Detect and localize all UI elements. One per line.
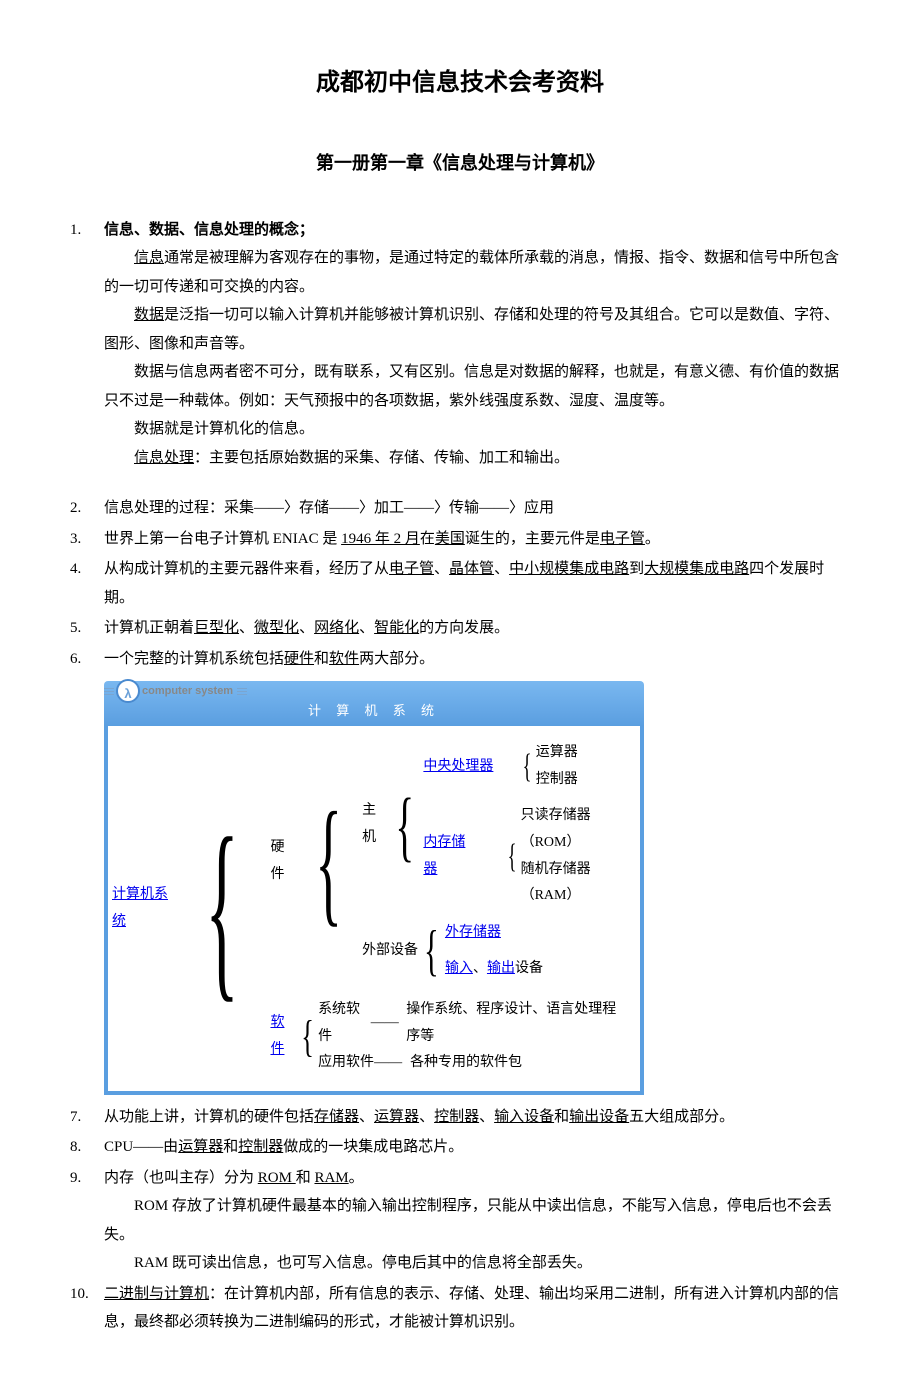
item-text: CPU——由运算器和控制器做成的一块集成电路芯片。 [104, 1133, 850, 1162]
node-hardware: 硬件 [270, 835, 294, 888]
node-cpu: 中央处理器 [423, 754, 493, 781]
paragraph: 数据是泛指一切可以输入计算机并能够被计算机识别、存储和处理的符号及其组合。它可以… [104, 301, 850, 358]
chapter-title: 第一册第一章《信息处理与计算机》 [70, 146, 850, 180]
node-software: 软件 [270, 1010, 296, 1063]
item-5: 5. 计算机正朝着巨型化、微型化、网络化、智能化的方向发展。 [70, 614, 850, 643]
item-text: 信息处理的过程：采集——〉存储——〉加工——〉传输——〉应用 [104, 494, 850, 523]
node-external: 外部设备 [362, 938, 418, 965]
item-6: 6. 一个完整的计算机系统包括硬件和软件两大部分。 [70, 645, 850, 674]
node-app-software: 应用软件 [318, 1050, 374, 1077]
item-text: 计算机正朝着巨型化、微型化、网络化、智能化的方向发展。 [104, 614, 850, 643]
paragraph: 信息处理：主要包括原始数据的采集、存储、传输、加工和输出。 [104, 444, 850, 473]
paragraph: 数据就是计算机化的信息。 [104, 415, 850, 444]
paragraph: 信息通常是被理解为客观存在的事物，是通过特定的载体所承载的消息，情报、指令、数据… [104, 244, 850, 301]
computer-system-diagram: λ computer system 计 算 机 系 统 计算机系统 { 硬件 {… [104, 681, 644, 1095]
node-output: 输出 [487, 956, 515, 983]
node-root: 计算机系统 [112, 882, 174, 935]
diagram-header-text: 计 算 机 系 统 [308, 699, 440, 724]
item-1: 1. 信息、数据、信息处理的概念； 信息通常是被理解为客观存在的事物，是通过特定… [70, 216, 850, 473]
item-number: 8. [70, 1133, 104, 1162]
node-alu: 运算器 [536, 740, 578, 767]
node-rom: 只读存储器（ROM） [521, 803, 630, 856]
item-number: 4. [70, 555, 104, 612]
item-10: 10. 二进制与计算机：在计算机内部，所有信息的表示、存储、处理、输出均采用二进… [70, 1280, 850, 1337]
item-number: 10. [70, 1280, 104, 1337]
paragraph: ROM 存放了计算机硬件最基本的输入输出控制程序，只能从中读出信息，不能写入信息… [104, 1192, 850, 1249]
node-ram: 随机存储器（RAM） [521, 857, 630, 910]
node-host: 主机 [362, 798, 386, 851]
item-number: 5. [70, 614, 104, 643]
item-number: 2. [70, 494, 104, 523]
paragraph: RAM 既可读出信息，也可写入信息。停电后其中的信息将全部丢失。 [104, 1249, 850, 1278]
document-title: 成都初中信息技术会考资料 [70, 60, 850, 106]
node-iodevice: 设备 [515, 956, 543, 983]
item-2: 2. 信息处理的过程：采集——〉存储——〉加工——〉传输——〉应用 [70, 494, 850, 523]
node-memory: 内存储器 [423, 830, 470, 883]
item-number: 9. [70, 1164, 104, 1278]
item-number: 7. [70, 1103, 104, 1132]
item-number: 3. [70, 525, 104, 554]
item-text: 从功能上讲，计算机的硬件包括存储器、运算器、控制器、输入设备和输出设备五大组成部… [104, 1103, 850, 1132]
item-text: 一个完整的计算机系统包括硬件和软件两大部分。 [104, 645, 850, 674]
item-8: 8. CPU——由运算器和控制器做成的一块集成电路芯片。 [70, 1133, 850, 1162]
diagram-header: λ computer system 计 算 机 系 统 [104, 681, 644, 726]
node-input: 输入 [445, 956, 473, 983]
node-extmem: 外存储器 [445, 920, 501, 947]
node-sys-software: 系统软件 [318, 997, 371, 1050]
paragraph: 数据与信息两者密不可分，既有联系，又有区别。信息是对数据的解释，也就是，有意义德… [104, 358, 850, 415]
item-3: 3. 世界上第一台电子计算机 ENIAC 是 1946 年 2 月在美国诞生的，… [70, 525, 850, 554]
item-4: 4. 从构成计算机的主要元器件来看，经历了从电子管、晶体管、中小规模集成电路到大… [70, 555, 850, 612]
item-number: 1. [70, 216, 104, 473]
diagram-tab: λ computer system [104, 679, 247, 703]
node-app-list: 各种专用的软件包 [410, 1050, 522, 1077]
item-9: 9. 内存（也叫主存）分为 ROM 和 RAM。 ROM 存放了计算机硬件最基本… [70, 1164, 850, 1278]
item-number: 6. [70, 645, 104, 674]
item-text: 内存（也叫主存）分为 ROM 和 RAM。 [104, 1164, 850, 1193]
item-text: 世界上第一台电子计算机 ENIAC 是 1946 年 2 月在美国诞生的，主要元… [104, 525, 850, 554]
node-ctrl: 控制器 [536, 767, 578, 794]
item-text: 二进制与计算机：在计算机内部，所有信息的表示、存储、处理、输出均采用二进制，所有… [104, 1280, 850, 1337]
node-sys-list: 操作系统、程序设计、语言处理程序等 [406, 997, 630, 1050]
item-7: 7. 从功能上讲，计算机的硬件包括存储器、运算器、控制器、输入设备和输出设备五大… [70, 1103, 850, 1132]
item-text: 从构成计算机的主要元器件来看，经历了从电子管、晶体管、中小规模集成电路到大规模集… [104, 555, 850, 612]
item-heading: 信息、数据、信息处理的概念； [104, 216, 850, 245]
